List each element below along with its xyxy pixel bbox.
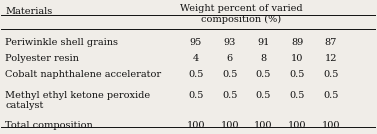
Text: Weight percent of varied
composition (%): Weight percent of varied composition (%): [179, 4, 302, 24]
Text: 100: 100: [288, 121, 306, 130]
Text: 89: 89: [291, 38, 303, 47]
Text: 0.5: 0.5: [323, 91, 339, 100]
Text: 4: 4: [193, 54, 199, 63]
Text: 95: 95: [190, 38, 202, 47]
Text: 93: 93: [224, 38, 236, 47]
Text: Total composition: Total composition: [5, 121, 93, 130]
Text: Methyl ethyl ketone peroxide
catalyst: Methyl ethyl ketone peroxide catalyst: [5, 91, 150, 110]
Text: 0.5: 0.5: [188, 70, 204, 79]
Text: 0.5: 0.5: [222, 91, 238, 100]
Text: 100: 100: [254, 121, 273, 130]
Text: 91: 91: [257, 38, 270, 47]
Text: 6: 6: [227, 54, 233, 63]
Text: Polyester resin: Polyester resin: [5, 54, 79, 63]
Text: 100: 100: [187, 121, 205, 130]
Text: Cobalt naphthalene accelerator: Cobalt naphthalene accelerator: [5, 70, 161, 79]
Text: 0.5: 0.5: [289, 91, 305, 100]
Text: 12: 12: [325, 54, 337, 63]
Text: 100: 100: [221, 121, 239, 130]
Text: 10: 10: [291, 54, 303, 63]
Text: 8: 8: [260, 54, 267, 63]
Text: 0.5: 0.5: [289, 70, 305, 79]
Text: 0.5: 0.5: [188, 91, 204, 100]
Text: Periwinkle shell grains: Periwinkle shell grains: [5, 38, 118, 47]
Text: 0.5: 0.5: [256, 91, 271, 100]
Text: 0.5: 0.5: [222, 70, 238, 79]
Text: 0.5: 0.5: [323, 70, 339, 79]
Text: 87: 87: [325, 38, 337, 47]
Text: 100: 100: [322, 121, 340, 130]
Text: Materials: Materials: [5, 7, 52, 16]
Text: 0.5: 0.5: [256, 70, 271, 79]
